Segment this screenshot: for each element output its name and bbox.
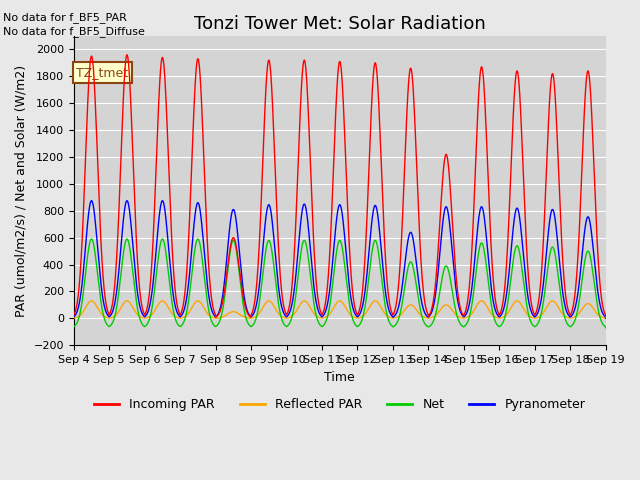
Text: No data for f_BF5_Diffuse: No data for f_BF5_Diffuse bbox=[3, 26, 145, 37]
Legend: Incoming PAR, Reflected PAR, Net, Pyranometer: Incoming PAR, Reflected PAR, Net, Pyrano… bbox=[90, 393, 590, 416]
Y-axis label: PAR (umol/m2/s) / Net and Solar (W/m2): PAR (umol/m2/s) / Net and Solar (W/m2) bbox=[15, 64, 28, 317]
Text: TZ_tmet: TZ_tmet bbox=[76, 66, 129, 79]
Title: Tonzi Tower Met: Solar Radiation: Tonzi Tower Met: Solar Radiation bbox=[194, 15, 486, 33]
Text: No data for f_BF5_PAR: No data for f_BF5_PAR bbox=[3, 12, 127, 23]
X-axis label: Time: Time bbox=[324, 371, 355, 384]
